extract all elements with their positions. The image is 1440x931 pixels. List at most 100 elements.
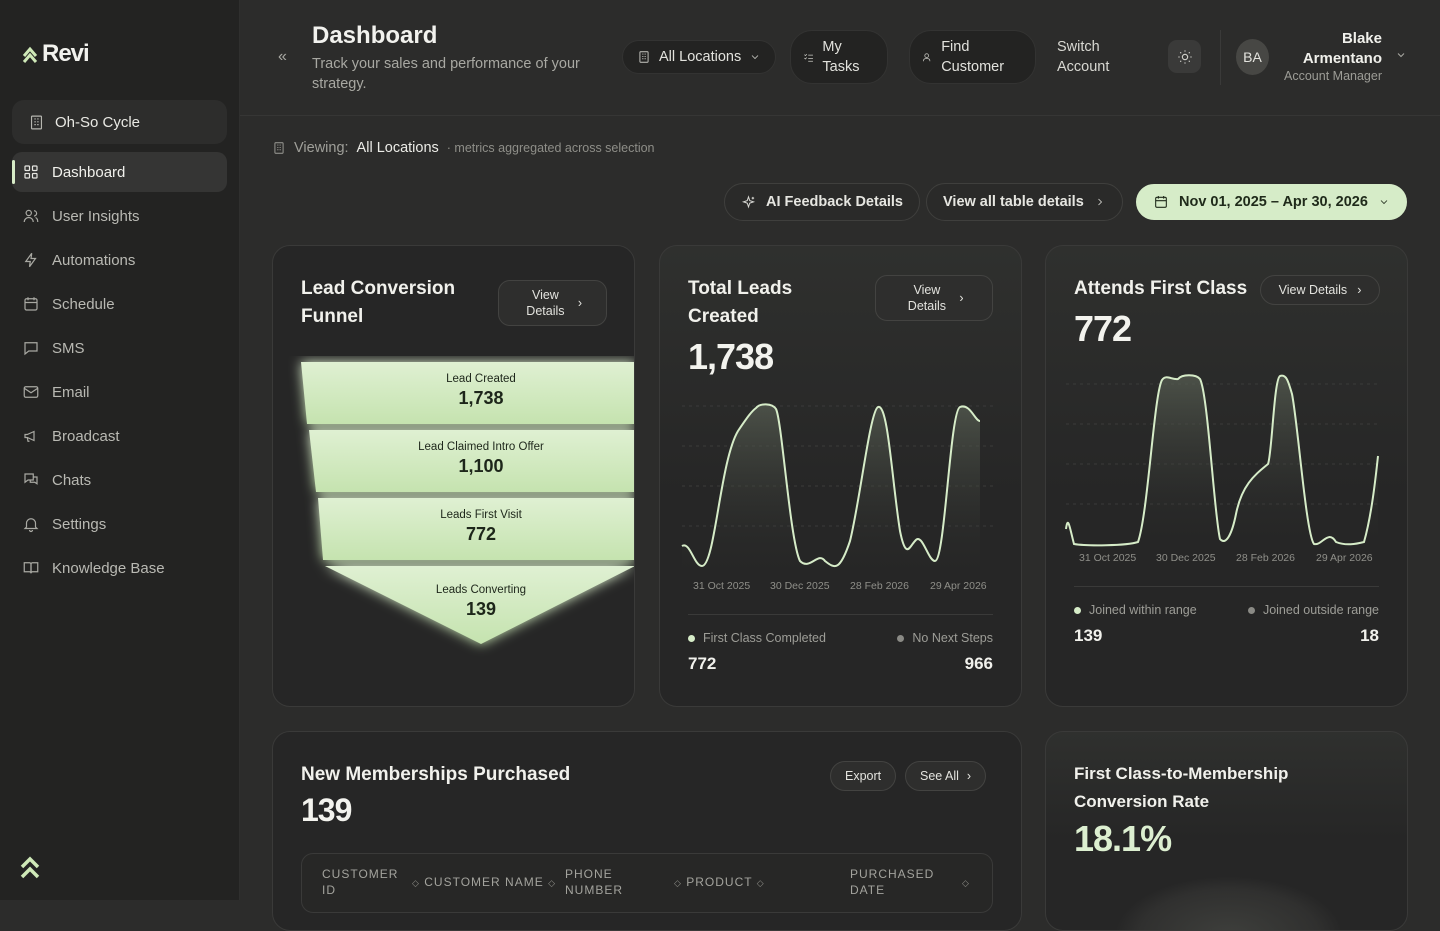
legend-dot xyxy=(1247,606,1255,614)
ai-feedback-button[interactable]: AI Feedback Details xyxy=(724,183,920,221)
funnel-stage-2: Lead Claimed Intro Offer 1,100 xyxy=(381,441,581,477)
sidebar-item-sms[interactable]: SMS xyxy=(12,328,227,368)
sidebar-item-label: Schedule xyxy=(52,295,115,313)
sidebar-item-user-insights[interactable]: User Insights xyxy=(12,196,227,236)
legend-no-next-steps: No Next Steps xyxy=(897,631,993,645)
sidebar-item-chats[interactable]: Chats xyxy=(12,460,227,500)
legend-first-class-completed: First Class Completed xyxy=(688,631,826,645)
x-tick: 30 Dec 2025 xyxy=(1156,552,1216,564)
view-details-button[interactable]: View Details › xyxy=(875,275,993,321)
brand-name: Revi xyxy=(42,40,90,67)
main-content: « Dashboard Track your sales and perform… xyxy=(240,0,1440,931)
sort-icon[interactable]: ◇ xyxy=(962,878,970,888)
sidebar-item-label: Dashboard xyxy=(52,163,126,181)
checklist-icon xyxy=(804,53,813,62)
sidebar-item-dashboard[interactable]: Dashboard xyxy=(12,152,227,192)
export-button[interactable]: Export xyxy=(830,761,897,791)
find-customer-button[interactable]: Find Customer xyxy=(909,30,1036,84)
sidebar-item-email[interactable]: Email xyxy=(12,372,227,412)
viewing-label: Viewing: xyxy=(294,140,349,156)
legend-value: 966 xyxy=(964,654,993,673)
legend-dot xyxy=(688,634,695,642)
sidebar-item-knowledge-base[interactable]: Knowledge Base xyxy=(12,548,227,588)
legend-value: 139 xyxy=(1074,626,1103,645)
building-icon xyxy=(639,51,649,63)
funnel-stage-value: 1,100 xyxy=(458,456,504,476)
chevron-down-icon[interactable] xyxy=(1395,48,1407,66)
view-details-button[interactable]: View Details › xyxy=(1260,275,1380,305)
chats-icon xyxy=(24,473,38,485)
x-tick: 31 Oct 2025 xyxy=(1079,552,1137,564)
view-table-details-button[interactable]: View all table details xyxy=(926,183,1123,221)
date-range-picker[interactable]: Nov 01, 2025 – Apr 30, 2026 xyxy=(1136,184,1407,220)
brand-logo[interactable]: Revi xyxy=(22,40,90,68)
sun-icon xyxy=(1177,49,1192,64)
attends-value: 772 xyxy=(1074,308,1132,349)
total-leads-value: 1,738 xyxy=(688,336,774,377)
chevron-down-icon xyxy=(1380,200,1388,205)
avatar[interactable]: BA xyxy=(1236,39,1269,75)
grid-icon xyxy=(24,165,38,179)
attends-sparkline xyxy=(1065,374,1381,549)
view-details-label: View Details xyxy=(907,283,947,313)
sidebar-item-label: User Insights xyxy=(52,207,140,225)
location-select[interactable]: All Locations xyxy=(622,40,777,74)
view-details-label: View Details xyxy=(1278,283,1348,297)
column-header-purchased-date[interactable]: PURCHASED DATE xyxy=(850,866,950,898)
chat-bubble-icon xyxy=(24,342,38,356)
header-divider xyxy=(1220,30,1221,85)
funnel-stage-label: Lead Created xyxy=(446,373,516,385)
collapse-sidebar-icon[interactable]: « xyxy=(278,48,287,65)
column-header-product[interactable]: ◇ PRODUCT ◇ xyxy=(674,874,765,891)
attends-first-class-card: Attends First Class View Details › 772 3… xyxy=(1045,245,1408,707)
funnel-chart xyxy=(301,362,634,644)
see-all-button[interactable]: See All › xyxy=(905,761,987,791)
sidebar-item-broadcast[interactable]: Broadcast xyxy=(12,416,227,456)
megaphone-icon xyxy=(24,430,35,442)
users-icon xyxy=(23,209,39,223)
column-header-customer-id[interactable]: CUSTOMER ID xyxy=(322,866,402,898)
column-header-customer-name[interactable]: ◇ CUSTOMER NAME ◇ xyxy=(412,874,556,891)
column-header-phone-number[interactable]: PHONE NUMBER xyxy=(565,866,645,898)
card-title: Attends First Class xyxy=(1074,278,1248,299)
funnel-stage-label: Leads First Visit xyxy=(440,509,522,521)
sidebar-item-label: Automations xyxy=(52,251,136,269)
x-tick: 28 Feb 2026 xyxy=(850,580,909,592)
legend-label: Joined outside range xyxy=(1262,603,1379,617)
funnel-stage-3 xyxy=(318,498,634,560)
sidebar-item-settings[interactable]: Settings xyxy=(12,504,227,544)
sidebar-item-label: SMS xyxy=(52,339,85,357)
column-header-label: PHONE NUMBER xyxy=(565,867,624,897)
org-selector[interactable]: Oh-So Cycle xyxy=(12,100,227,144)
chevron-down-icon xyxy=(751,55,759,60)
viewing-location: All Locations xyxy=(356,140,439,156)
theme-toggle-button[interactable] xyxy=(1168,40,1201,73)
sort-icon: ◇ xyxy=(548,878,556,888)
sort-icon: ◇ xyxy=(674,878,682,888)
memberships-table-header: CUSTOMER ID ◇ CUSTOMER NAME ◇ PHONE NUMB… xyxy=(301,853,993,913)
sidebar-item-schedule[interactable]: Schedule xyxy=(12,284,227,324)
x-tick: 29 Apr 2026 xyxy=(930,580,987,592)
sort-icon: ◇ xyxy=(412,878,420,888)
funnel-stage-value: 139 xyxy=(465,599,497,619)
my-tasks-button[interactable]: My Tasks xyxy=(790,30,888,84)
user-name: Blake Armentano xyxy=(1302,30,1382,67)
revi-logo-icon xyxy=(22,46,38,63)
card-title: Lead Conversion Funnel xyxy=(301,278,456,327)
funnel-stage-value: 1,738 xyxy=(458,388,504,408)
legend-joined-within: Joined within range xyxy=(1074,603,1197,617)
date-range-label: Nov 01, 2025 – Apr 30, 2026 xyxy=(1179,194,1368,210)
top-bar: « Dashboard Track your sales and perform… xyxy=(240,0,1440,116)
sidebar-nav: Dashboard User Insights Automations Sche… xyxy=(12,152,227,592)
view-details-button[interactable]: View Details › xyxy=(498,280,607,326)
building-icon xyxy=(274,142,284,154)
calendar-icon xyxy=(1155,196,1167,208)
legend-label: First Class Completed xyxy=(703,631,826,645)
switch-account-link[interactable]: Switch Account xyxy=(1057,37,1127,77)
funnel-stage-4 xyxy=(325,566,634,644)
legend-label: No Next Steps xyxy=(912,631,993,645)
x-tick: 29 Apr 2026 xyxy=(1316,552,1373,564)
building-icon xyxy=(30,115,43,129)
sidebar-item-automations[interactable]: Automations xyxy=(12,240,227,280)
bolt-icon xyxy=(24,252,37,268)
